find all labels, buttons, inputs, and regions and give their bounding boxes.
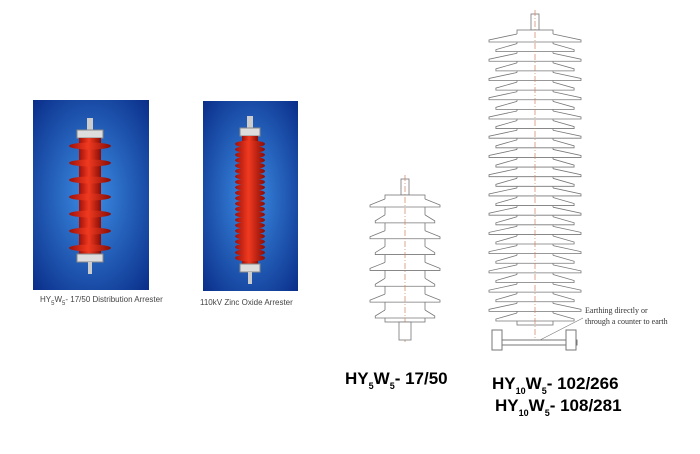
shed [235,167,265,175]
text: W [54,295,62,304]
terminal [87,118,93,130]
shed [235,211,265,219]
subscript: 5 [51,301,55,307]
shed [235,151,265,159]
text: W [529,396,546,415]
caption: HY10W5- 102/266 [492,374,619,396]
shed [235,254,265,262]
text: HY [345,369,369,388]
terminal [88,262,92,274]
shed [235,232,265,240]
shed [235,178,265,186]
text: - 102/266 [547,374,619,393]
shed [69,142,111,150]
text: HY [495,396,519,415]
text: W [374,369,391,388]
foot [565,329,577,351]
subscript: 5 [542,386,547,396]
shed [69,176,111,184]
cap [76,129,104,139]
shed [235,183,265,191]
subscript: 5 [62,301,66,307]
subscript: 10 [519,408,529,418]
subscript: 5 [369,381,374,391]
text: - 17/50 [395,369,448,388]
caption: 110kV Zinc Oxide Arrester [200,298,293,307]
shed [235,221,265,229]
shed [235,173,265,181]
shed [69,193,111,201]
cap [239,127,261,137]
subscript: 5 [390,381,395,391]
shed [235,227,265,235]
text: 110kV Zinc Oxide Arrester [200,298,293,307]
shed [235,238,265,246]
caption: HY5W5- 17/50 Distribution Arrester [40,295,163,307]
shed [235,140,265,148]
annotation: Earthing directly or [585,306,648,315]
base [492,339,578,346]
shed [69,244,111,252]
annotation: through a counter to earth [585,317,668,326]
terminal [398,321,412,341]
terminal [247,116,253,128]
shed [235,145,265,153]
caption: HY10W5- 108/281 [495,396,622,418]
leader [539,317,584,341]
text: - 108/281 [550,396,622,415]
shed [235,162,265,170]
terminal [248,272,252,284]
shed [235,216,265,224]
shed [235,189,265,197]
text: - 17/50 Distribution Arrester [65,295,163,304]
shed [69,159,111,167]
shed [69,210,111,218]
shed [235,205,265,213]
text: HY [492,374,516,393]
subscript: 10 [516,386,526,396]
text: W [526,374,543,393]
shed [235,200,265,208]
foot [491,329,503,351]
text: HY [40,295,52,304]
cap [76,253,104,263]
shed [235,243,265,251]
body [384,194,426,323]
shed [235,156,265,164]
shed [235,249,265,257]
cap [239,263,261,273]
shed [69,227,111,235]
caption: HY5W5- 17/50 [345,369,448,391]
subscript: 5 [545,408,550,418]
shed [235,194,265,202]
drawings [69,10,584,351]
